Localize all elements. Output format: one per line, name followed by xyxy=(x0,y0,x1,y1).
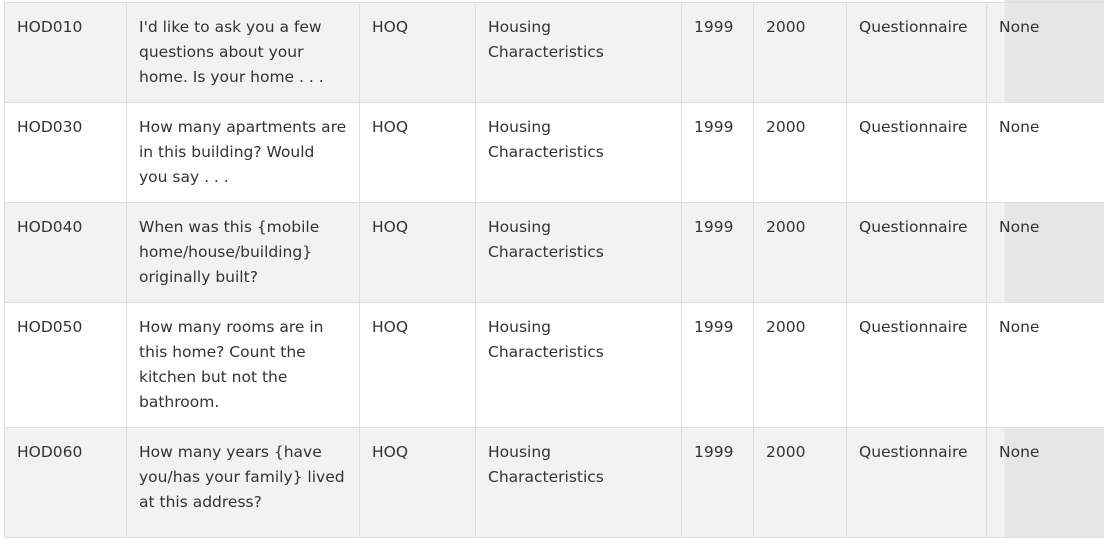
data-file-cell: HOQ xyxy=(360,303,476,428)
variable-table: HOD010 I'd like to ask you a few questio… xyxy=(4,2,1104,538)
variable-description-cell: I'd like to ask you a few questions abou… xyxy=(127,3,360,103)
end-year-cell: 2000 xyxy=(754,428,847,538)
data-file-description-cell: Housing Characteristics xyxy=(476,3,682,103)
variable-description-cell: When was this {mobile home/house/buildin… xyxy=(127,203,360,303)
begin-year-cell: 1999 xyxy=(682,3,754,103)
end-year-cell: 2000 xyxy=(754,103,847,203)
end-year-cell: 2000 xyxy=(754,203,847,303)
begin-year-cell: 1999 xyxy=(682,303,754,428)
table-row: HOD050 How many rooms are in this home? … xyxy=(5,303,1104,428)
table-row: HOD030 How many apartments are in this b… xyxy=(5,103,1104,203)
data-file-cell: HOQ xyxy=(360,3,476,103)
variable-description-cell: How many rooms are in this home? Count t… xyxy=(127,303,360,428)
variable-description-cell: How many apartments are in this building… xyxy=(127,103,360,203)
constraints-cell: None xyxy=(987,303,1104,428)
component-cell: Questionnaire xyxy=(847,103,987,203)
data-file-description-cell: Housing Characteristics xyxy=(476,103,682,203)
data-file-cell: HOQ xyxy=(360,103,476,203)
table-row: HOD010 I'd like to ask you a few questio… xyxy=(5,3,1104,103)
table-row: HOD060 How many years {have you/has your… xyxy=(5,428,1104,538)
variable-description-cell: How many years {have you/has your family… xyxy=(127,428,360,538)
begin-year-cell: 1999 xyxy=(682,203,754,303)
data-file-description-cell: Housing Characteristics xyxy=(476,428,682,538)
begin-year-cell: 1999 xyxy=(682,428,754,538)
end-year-cell: 2000 xyxy=(754,3,847,103)
data-file-description-cell: Housing Characteristics xyxy=(476,303,682,428)
constraints-cell: None xyxy=(987,3,1104,103)
constraints-cell: None xyxy=(987,103,1104,203)
data-file-cell: HOQ xyxy=(360,428,476,538)
component-cell: Questionnaire xyxy=(847,428,987,538)
variable-name-cell: HOD050 xyxy=(5,303,127,428)
variable-name-cell: HOD060 xyxy=(5,428,127,538)
table-row: HOD040 When was this {mobile home/house/… xyxy=(5,203,1104,303)
data-file-cell: HOQ xyxy=(360,203,476,303)
constraints-cell: None xyxy=(987,203,1104,303)
constraints-cell: None xyxy=(987,428,1104,538)
variable-name-cell: HOD010 xyxy=(5,3,127,103)
component-cell: Questionnaire xyxy=(847,3,987,103)
component-cell: Questionnaire xyxy=(847,303,987,428)
variable-name-cell: HOD040 xyxy=(5,203,127,303)
data-file-description-cell: Housing Characteristics xyxy=(476,203,682,303)
component-cell: Questionnaire xyxy=(847,203,987,303)
variable-name-cell: HOD030 xyxy=(5,103,127,203)
end-year-cell: 2000 xyxy=(754,303,847,428)
begin-year-cell: 1999 xyxy=(682,103,754,203)
